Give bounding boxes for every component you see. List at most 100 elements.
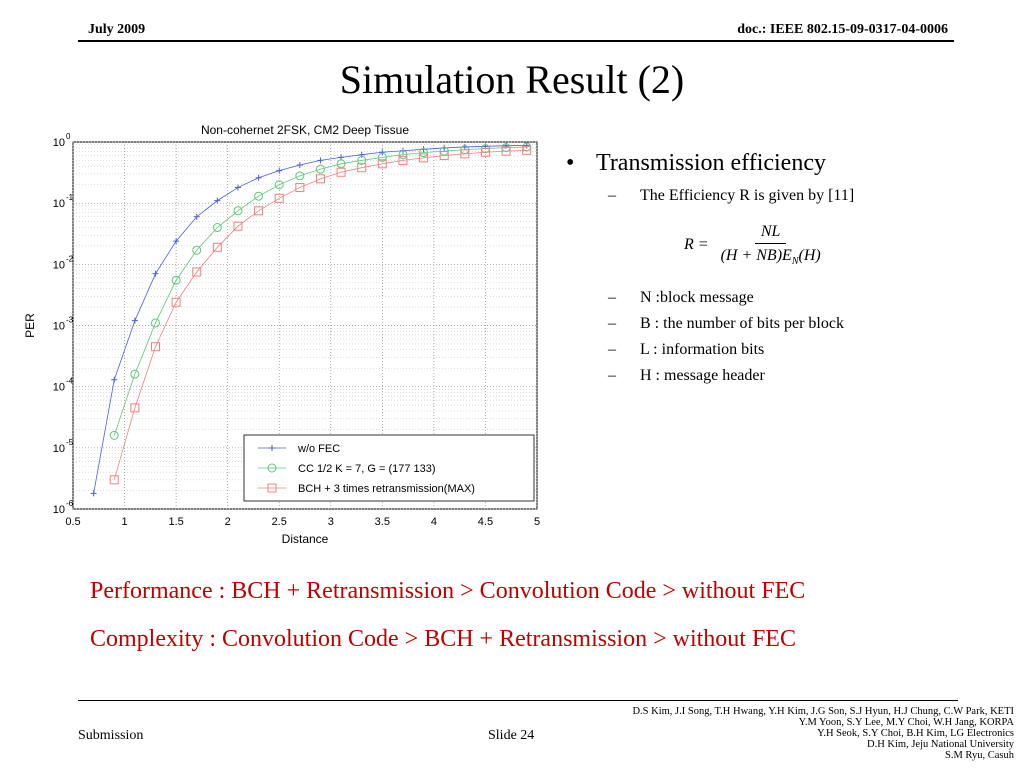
series-2-point xyxy=(109,430,119,440)
series-3-point xyxy=(460,149,470,159)
sub-bullet-efficiency: – The Efficiency R is given by [11] xyxy=(566,187,1006,205)
y-axis-label: PER xyxy=(23,313,37,338)
bullet-transmission-efficiency: • Transmission efficiency xyxy=(566,150,1006,177)
series-1-point xyxy=(276,167,283,174)
series-2-point xyxy=(150,318,160,328)
x-tick-label: 2.5 xyxy=(272,516,287,528)
x-tick-label: 5 xyxy=(534,516,540,528)
dash-icon: – xyxy=(608,187,616,204)
y-tick-exponent: -1 xyxy=(66,193,74,202)
formula-numerator: NL xyxy=(754,223,787,244)
series-3-point xyxy=(398,155,408,165)
series-2-point xyxy=(212,223,222,233)
y-tick-label: 10 xyxy=(53,504,65,516)
x-tick-label: 4 xyxy=(431,516,437,528)
formula-denominator-sub: N xyxy=(791,256,799,268)
y-tick-exponent: -3 xyxy=(66,316,74,325)
header-doc-id: doc.: IEEE 802.15-09-0317-04-0006 xyxy=(737,22,948,37)
y-tick-exponent: -5 xyxy=(66,438,74,447)
legend-swatch-marker xyxy=(267,483,277,493)
x-tick-label: 1 xyxy=(121,516,127,528)
series-3-point xyxy=(480,147,490,157)
series-2-point xyxy=(274,180,284,190)
x-tick-label: 0.5 xyxy=(65,516,80,528)
series-3-point xyxy=(439,151,449,161)
series-2-point xyxy=(130,369,140,379)
y-tick-label: 10 xyxy=(53,198,65,210)
header-divider xyxy=(78,40,954,42)
legend-label: w/o FEC xyxy=(297,443,340,455)
x-tick-label: 3 xyxy=(328,516,334,528)
author-line: Y.H Seok, S.Y Choi, B.H Kim, LG Electron… xyxy=(817,728,1014,739)
footer-authors: D.S Kim, J.I Song, T.H Hwang, Y.H Kim, J… xyxy=(632,706,1014,761)
dash-icon: – xyxy=(608,315,616,333)
formula-fraction: NL (H + NB)EN(H) xyxy=(715,223,827,267)
series-3-point xyxy=(315,174,325,184)
x-axis-label: Distance xyxy=(282,532,329,546)
series-3-point xyxy=(212,242,222,252)
bullet-item-text: H : message header xyxy=(640,367,765,385)
series-2-point xyxy=(377,152,387,162)
y-tick-label: 10 xyxy=(53,443,65,455)
y-tick-label: 10 xyxy=(53,259,65,271)
formula-lhs: R = xyxy=(684,236,709,254)
y-tick-label: 10 xyxy=(53,137,65,149)
series-1-point xyxy=(255,174,262,181)
legend-label: BCH + 3 times retransmission(MAX) xyxy=(298,483,475,495)
y-tick-exponent: 0 xyxy=(66,132,71,141)
performance-summary: Performance : BCH + Retransmission > Con… xyxy=(90,578,806,604)
series-3-point xyxy=(295,183,305,193)
series-3-point xyxy=(501,146,511,156)
bullet-dot-icon: • xyxy=(566,150,575,176)
slide-title: Simulation Result (2) xyxy=(339,57,685,102)
header-date: July 2009 xyxy=(88,22,146,37)
x-tick-label: 1.5 xyxy=(168,516,183,528)
formula-denominator-tail: (H) xyxy=(798,247,821,264)
efficiency-formula: R = NL (H + NB)EN(H) xyxy=(684,223,1006,267)
x-tick-label: 2 xyxy=(225,516,231,528)
series-2-point xyxy=(357,155,367,165)
author-line: D.H Kim, Jeju National University xyxy=(867,739,1014,750)
series-2-point xyxy=(171,275,181,285)
bullet-item-text: N :block message xyxy=(640,289,754,307)
bullet-main-text: Transmission efficiency xyxy=(596,150,826,176)
series-3-point xyxy=(192,267,202,277)
legend-swatch-marker xyxy=(269,445,275,451)
legend-label: CC 1/2 K = 7, G = (177 133) xyxy=(298,463,436,475)
bullet-item-text: B : the number of bits per block xyxy=(640,315,844,333)
y-tick-label: 10 xyxy=(53,321,65,333)
series-line-1 xyxy=(93,144,527,494)
series-3-point xyxy=(274,193,284,203)
series-1-point xyxy=(461,143,468,150)
complexity-summary: Complexity : Convolution Code > BCH + Re… xyxy=(90,626,796,652)
author-line: D.S Kim, J.I Song, T.H Hwang, Y.H Kim, J… xyxy=(632,706,1014,717)
series-line-3 xyxy=(113,149,527,480)
series-1-point xyxy=(234,184,241,191)
author-line: S.M Ryu, Casuh xyxy=(944,750,1014,761)
series-line-2 xyxy=(113,146,527,436)
series-2-point xyxy=(233,206,243,216)
bullet-list: • Transmission efficiency – The Efficien… xyxy=(566,150,1006,385)
formula-denominator-main: (H + NB)E xyxy=(720,247,792,264)
efficiency-line-text: The Efficiency R is given by [11] xyxy=(640,187,855,204)
series-3-point xyxy=(150,342,160,352)
sub-bullet-n: – N :block message xyxy=(566,289,1006,307)
series-2-point xyxy=(315,164,325,174)
series-3-point xyxy=(254,206,264,216)
sub-bullet-h: – H : message header xyxy=(566,367,1006,385)
series-3-point xyxy=(233,221,243,231)
series-1-point xyxy=(214,197,221,204)
series-1-point xyxy=(296,162,303,169)
series-3-point xyxy=(419,153,429,163)
series-1-point xyxy=(131,317,138,324)
sub-bullet-l: – L : information bits xyxy=(566,341,1006,359)
series-3-point xyxy=(357,163,367,173)
series-2-point xyxy=(398,150,408,160)
series-2-point xyxy=(419,148,429,158)
series-1-point xyxy=(317,157,324,164)
series-1-point xyxy=(90,490,97,497)
chart-title: Non-cohernet 2FSK, CM2 Deep Tissue xyxy=(201,123,409,137)
x-tick-label: 3.5 xyxy=(375,516,390,528)
series-1-point xyxy=(173,238,180,245)
